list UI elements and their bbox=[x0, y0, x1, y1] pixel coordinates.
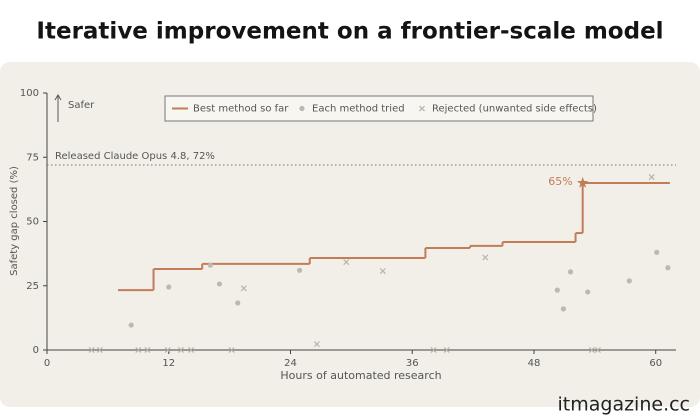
legend-label: Each method tried bbox=[312, 104, 405, 115]
rejected-cross bbox=[482, 254, 489, 261]
legend-swatch bbox=[299, 105, 305, 112]
rejected-cross bbox=[379, 268, 386, 275]
rejected-cross bbox=[188, 346, 195, 354]
reference-label: Released Claude Opus 4.8, 72% bbox=[55, 151, 215, 162]
method-dot bbox=[567, 269, 574, 275]
legend bbox=[164, 95, 594, 122]
rejected-cross bbox=[144, 346, 151, 354]
direction-arrow-head bbox=[54, 94, 62, 101]
rejected-cross bbox=[240, 285, 247, 292]
y-tick-label: 75 bbox=[26, 152, 39, 163]
rejected-cross bbox=[88, 346, 95, 354]
y-axis-label: Safety gap closed (%) bbox=[9, 166, 20, 276]
legend-label: Rejected (unwanted side effects) bbox=[432, 104, 597, 115]
y-tick-label: 50 bbox=[26, 217, 39, 228]
panel bbox=[0, 62, 700, 407]
rejected-cross bbox=[135, 346, 142, 354]
highlight-label: 65% bbox=[548, 175, 572, 188]
rejected-cross bbox=[343, 259, 350, 266]
rejected-cross bbox=[594, 346, 601, 354]
rejected-cross bbox=[648, 174, 655, 181]
method-dot bbox=[654, 249, 660, 255]
chart-title: Iterative improvement on a frontier-scal… bbox=[36, 19, 663, 45]
method-dot bbox=[626, 278, 632, 284]
method-dot bbox=[166, 284, 172, 290]
x-tick-label: 36 bbox=[406, 358, 419, 369]
y-tick-label: 0 bbox=[33, 345, 39, 356]
highlight-star bbox=[577, 176, 589, 188]
method-dot bbox=[297, 267, 303, 273]
rejected-cross bbox=[177, 346, 184, 354]
x-tick-label: 0 bbox=[44, 358, 50, 369]
method-dot bbox=[560, 306, 566, 312]
rejected-cross bbox=[588, 346, 595, 354]
method-dot bbox=[665, 265, 671, 271]
rejected-cross bbox=[443, 346, 450, 354]
x-tick-label: 48 bbox=[528, 358, 541, 369]
x-tick-label: 12 bbox=[162, 358, 175, 369]
method-dot bbox=[585, 289, 591, 295]
method-dot bbox=[235, 300, 241, 306]
y-tick-label: 100 bbox=[20, 88, 39, 99]
method-dot bbox=[554, 287, 560, 293]
x-tick-label: 24 bbox=[284, 358, 297, 369]
rejected-cross bbox=[164, 346, 171, 354]
legend-swatch bbox=[418, 105, 426, 112]
method-dot bbox=[216, 281, 223, 287]
rejected-cross bbox=[430, 346, 437, 354]
legend-label: Best method so far bbox=[193, 104, 289, 115]
rejected-cross bbox=[228, 346, 235, 354]
rejected-cross bbox=[313, 341, 320, 348]
method-dot bbox=[128, 322, 134, 328]
x-tick-label: 60 bbox=[649, 358, 662, 369]
watermark: itmagazine.cc bbox=[558, 394, 691, 416]
direction-label: Safer bbox=[68, 100, 95, 111]
method-dot bbox=[207, 262, 213, 268]
rejected-cross bbox=[96, 346, 103, 354]
y-tick-label: 25 bbox=[26, 281, 39, 292]
x-axis-label: Hours of automated research bbox=[280, 369, 441, 382]
